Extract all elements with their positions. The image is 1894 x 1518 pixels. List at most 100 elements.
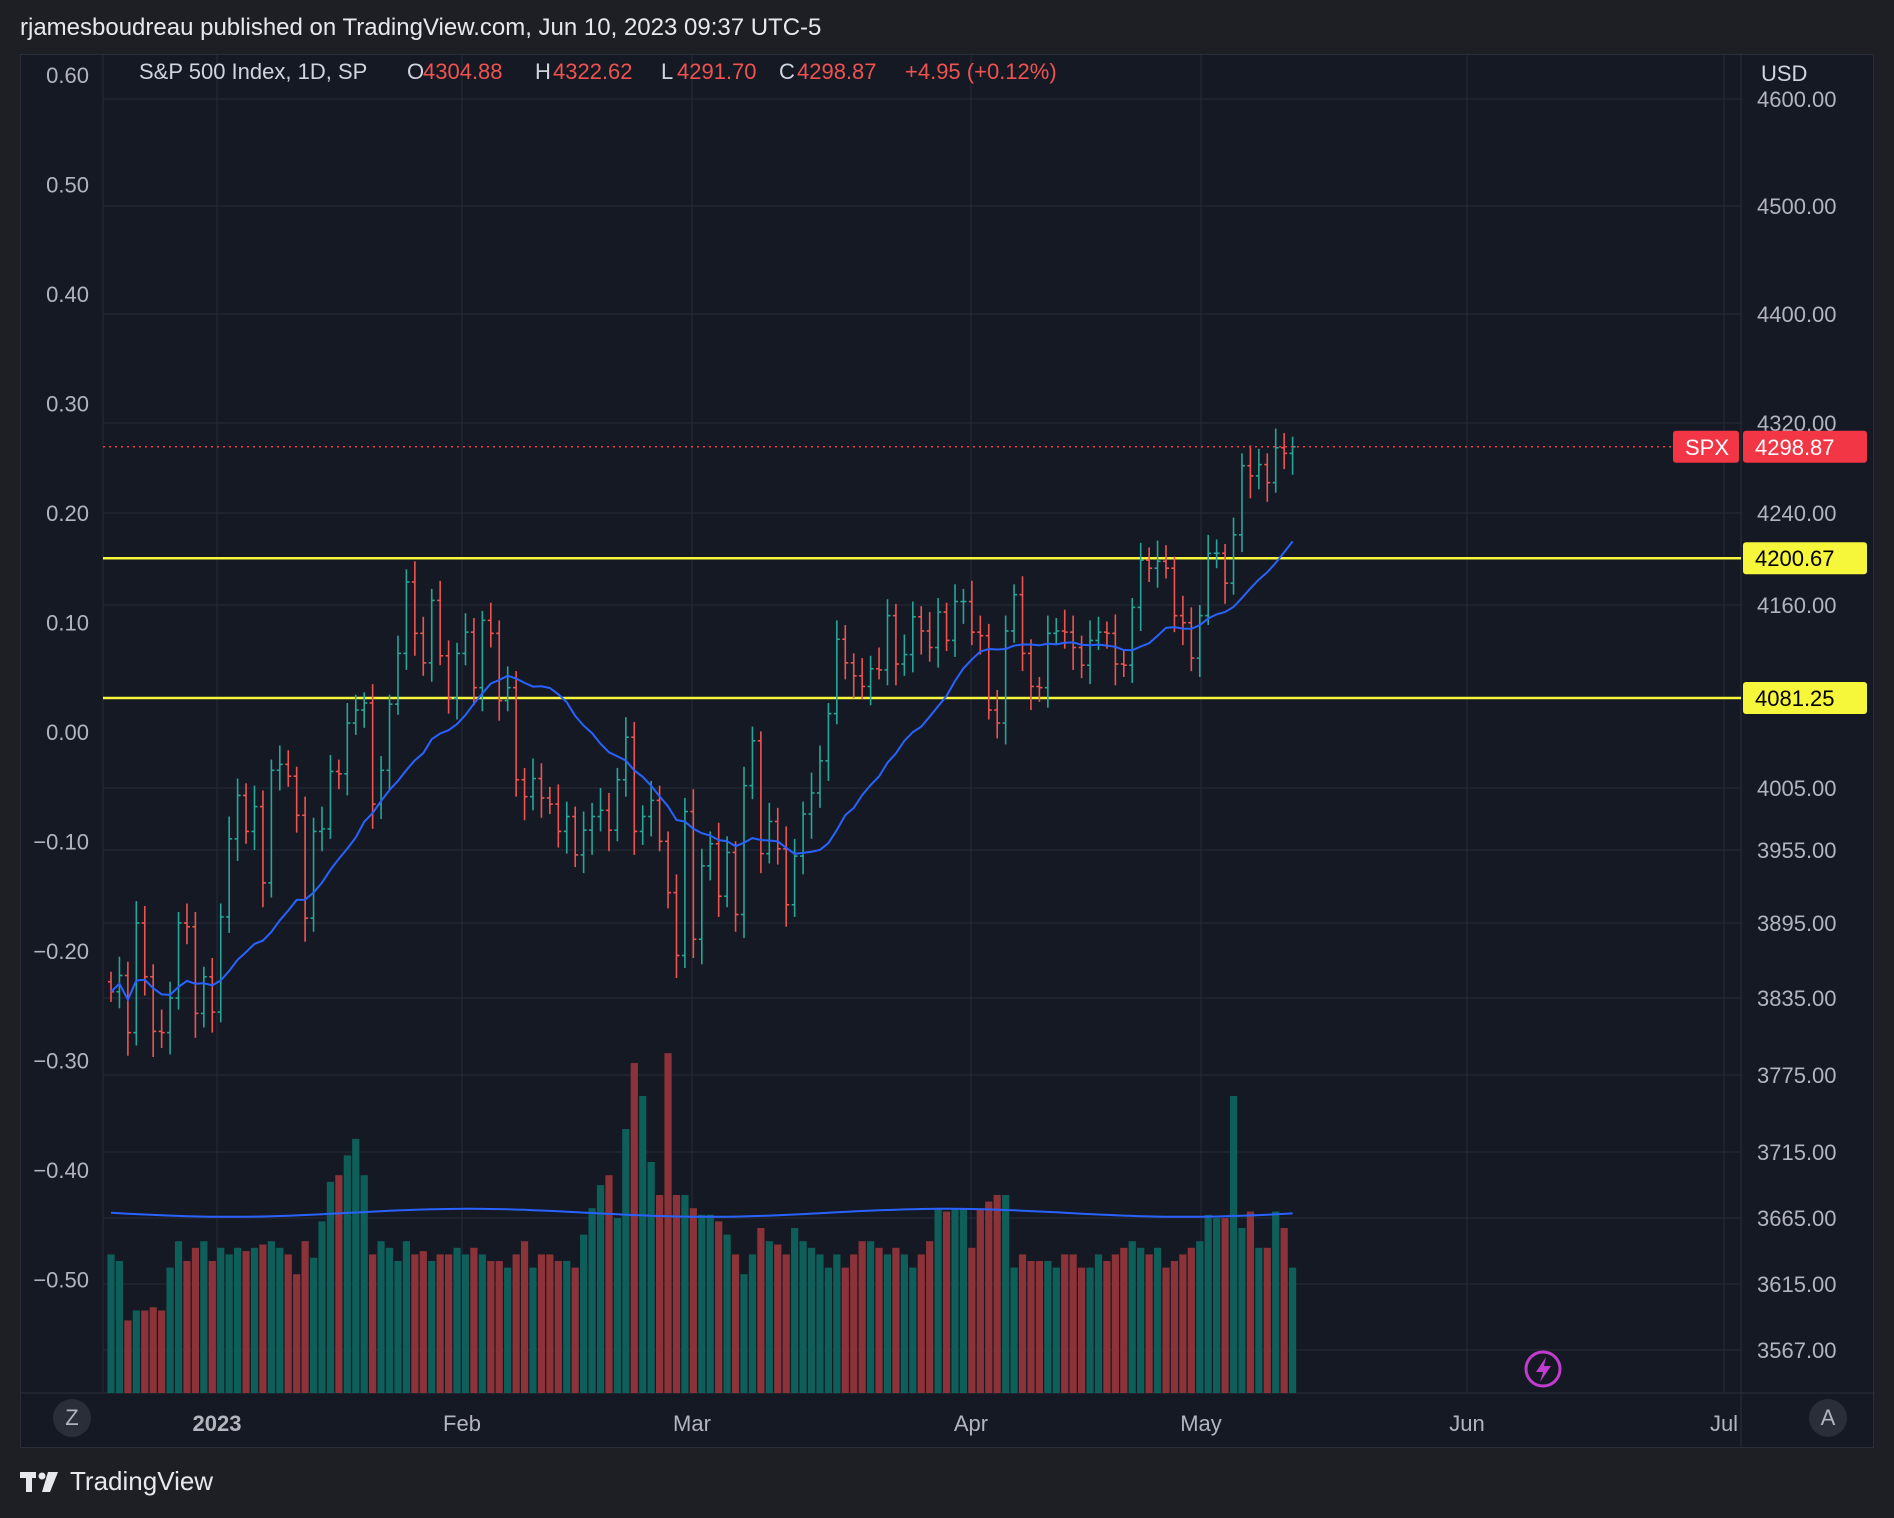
horizontal-levels[interactable]: 4200.67 4081.25 (103, 542, 1867, 714)
volume-bar (1010, 1267, 1018, 1393)
price-bar (833, 620, 840, 725)
price-bar (1247, 445, 1254, 499)
symbol-tag-label: SPX (1685, 435, 1729, 460)
price-bar (589, 802, 596, 855)
price-bar (1188, 607, 1195, 672)
legend-change: +4.95 (+0.12%) (905, 59, 1057, 84)
price-bar (757, 731, 764, 874)
volume-bar (799, 1241, 807, 1393)
volume-bar (1162, 1267, 1170, 1393)
price-bar (352, 694, 359, 735)
price-bar (521, 767, 528, 821)
volume-bar (630, 1063, 638, 1393)
price-tick-label: 4160.00 (1757, 593, 1837, 618)
volume-bar (225, 1254, 233, 1393)
price-bar (293, 766, 300, 833)
price-tick-label: 3775.00 (1757, 1063, 1837, 1088)
auto-scale-left-button[interactable]: Z (53, 1399, 91, 1437)
price-bar (437, 580, 444, 666)
currency-label: USD (1761, 61, 1807, 86)
volume-bar (723, 1234, 731, 1393)
volume-bar (942, 1211, 951, 1393)
price-bar (631, 721, 638, 855)
price-bar (200, 966, 207, 1028)
price-bar (1154, 540, 1161, 588)
volume-bar (917, 1254, 925, 1393)
price-bar (1264, 453, 1271, 502)
price-bar (1053, 617, 1060, 644)
volume-bar (512, 1254, 520, 1393)
volume-bar (1086, 1267, 1094, 1393)
price-bar (530, 758, 536, 811)
price-bar (968, 580, 975, 646)
volume-bar (1229, 1096, 1238, 1393)
price-bar (1213, 539, 1220, 569)
ohlc-legend: S&P 500 Index, 1D, SP O 4304.88 H 4322.6… (139, 59, 1057, 84)
volume-bar (1204, 1214, 1212, 1393)
price-bar (842, 625, 849, 680)
volume-bar (487, 1261, 495, 1393)
price-bar (555, 784, 562, 848)
brand-name: TradingView (70, 1466, 214, 1496)
volume-bar (250, 1247, 259, 1393)
auto-scale-right-button[interactable]: A (1809, 1399, 1847, 1437)
price-bar (766, 802, 773, 864)
volume-bar (976, 1208, 984, 1393)
volume-bar (360, 1175, 368, 1393)
volume-bar (850, 1254, 858, 1393)
price-bar (386, 694, 393, 791)
left-tick-label: 0.40 (46, 282, 89, 307)
price-bar (918, 606, 925, 655)
left-tick-label: −0.40 (33, 1158, 89, 1183)
legend-close-value: 4298.87 (797, 59, 877, 84)
legend-open-value: 4304.88 (423, 59, 503, 84)
time-axis[interactable]: 2023 Feb Mar Apr May Jun Jul (193, 1411, 1739, 1436)
lightning-icon[interactable] (1524, 1350, 1562, 1388)
tradingview-logo[interactable]: TradingView (20, 1466, 213, 1497)
price-bar (825, 702, 832, 781)
price-bar (327, 754, 334, 839)
volume-bar (740, 1274, 748, 1393)
volume-bar (1078, 1267, 1086, 1393)
volume-bar (470, 1247, 478, 1393)
price-bar (597, 788, 604, 832)
price-bar (133, 901, 140, 1046)
left-tick-label: −0.30 (33, 1049, 89, 1074)
volume-bar (1289, 1267, 1297, 1393)
volume-bar (926, 1241, 934, 1393)
price-bar (1196, 605, 1203, 678)
volume-bar (588, 1208, 596, 1393)
volume-bar (1069, 1254, 1077, 1393)
price-bar (1137, 542, 1144, 631)
price-bar (1112, 614, 1119, 686)
left-tick-label: 0.60 (46, 63, 89, 88)
volume-bar (445, 1254, 453, 1393)
volume-bar (807, 1247, 816, 1393)
price-bar (1281, 433, 1288, 470)
price-bar (259, 790, 266, 908)
chart-panel[interactable]: 4200.67 4081.25 0.60 0.50 0.40 0.30 0.20 0.10 0… (20, 54, 1875, 1449)
right-price-axis[interactable]: 4600.004500.004400.004320.004240.004160.… (1757, 87, 1837, 1363)
price-bar (1289, 436, 1296, 475)
price-bar (977, 615, 984, 655)
price-bar (572, 806, 579, 868)
left-tick-label: −0.20 (33, 939, 89, 964)
legend-low-value: 4291.70 (677, 59, 757, 84)
time-tick-label: Jul (1710, 1411, 1738, 1436)
price-bar (411, 561, 418, 656)
price-bars (108, 428, 1296, 1058)
volume-bar (461, 1254, 470, 1393)
level-tag (1743, 681, 1867, 714)
price-bar (209, 958, 216, 1033)
price-bar (724, 836, 731, 908)
volume-bar (554, 1261, 562, 1393)
volume-bar (309, 1257, 318, 1393)
publisher-caption: rjamesboudreau published on TradingView.… (20, 14, 822, 41)
time-tick-label: Feb (443, 1411, 481, 1436)
volume-bar (715, 1221, 723, 1393)
volume-bar (318, 1221, 326, 1393)
volume-bar (968, 1247, 976, 1393)
volume-bar (1213, 1218, 1221, 1393)
volume-bar (1137, 1247, 1145, 1393)
